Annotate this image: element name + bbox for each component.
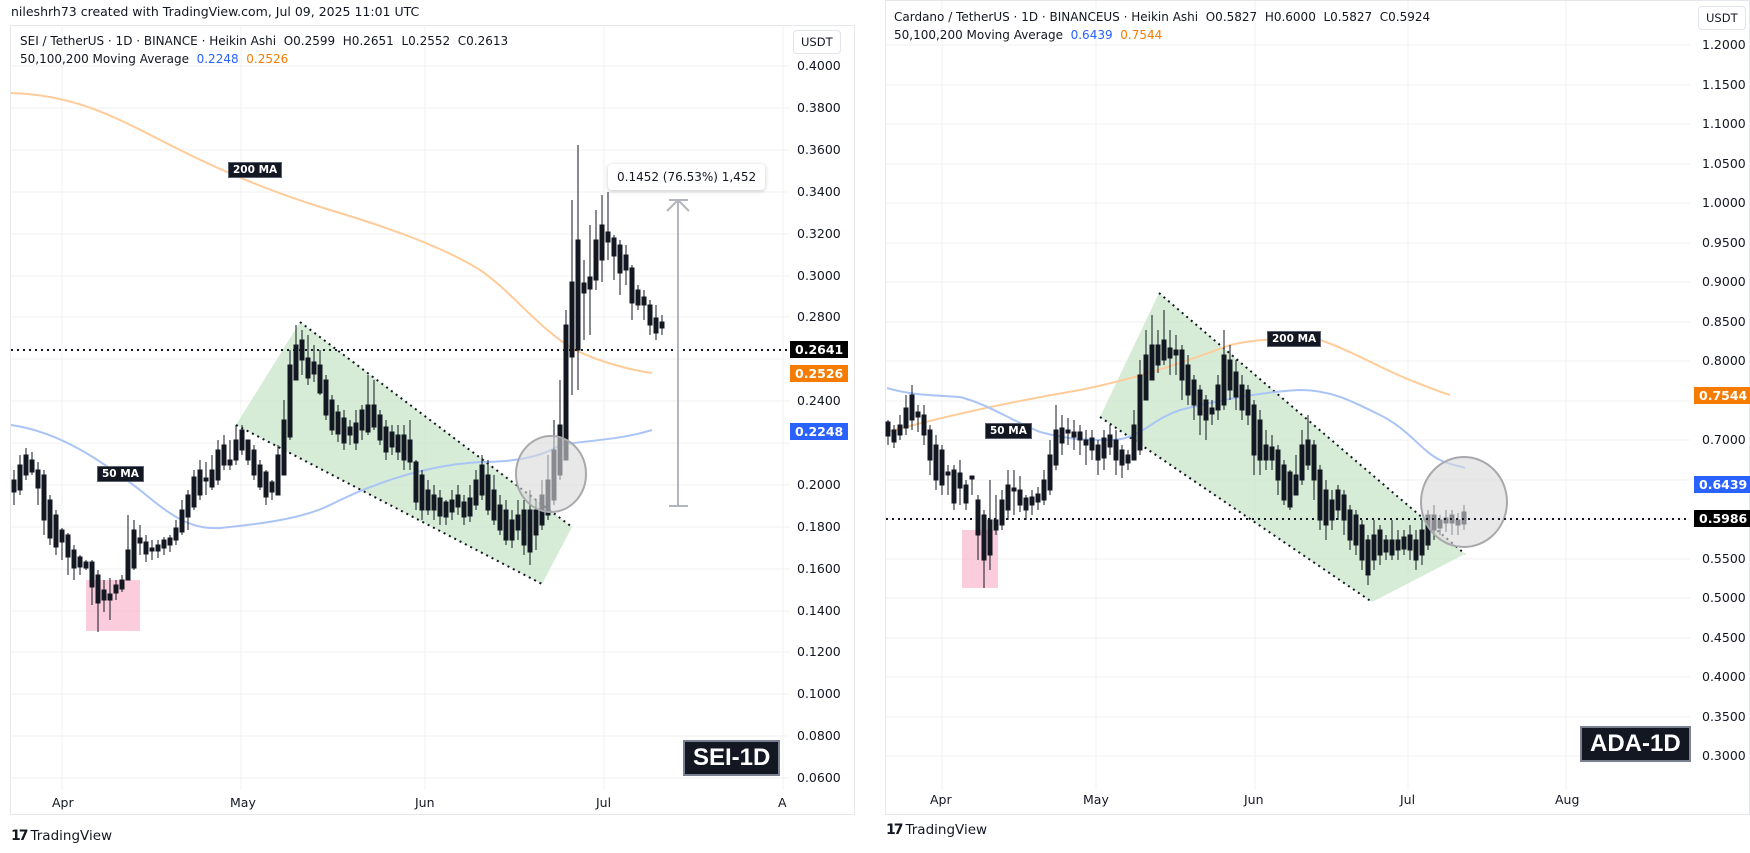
chart-credit: nileshrh73 created with TradingView.com,…: [11, 4, 420, 19]
ada-chart-panel[interactable]: [885, 0, 1750, 815]
axis-tick: 1.0500: [1702, 156, 1746, 171]
sei-ma-line: 50,100,200 Moving Average 0.2248 0.2526: [20, 50, 508, 68]
ada-low: L0.5827: [1323, 10, 1373, 24]
sei-currency-button[interactable]: USDT: [793, 30, 841, 54]
axis-tick: 0.1000: [797, 686, 841, 701]
axis-tick: 0.2400: [797, 393, 841, 408]
sei-chart-panel[interactable]: [10, 25, 855, 815]
sei-last-price-tag: 0.2641: [790, 341, 849, 358]
axis-tick: 1.0000: [1702, 195, 1746, 210]
tradingview-logo-left[interactable]: 17 TradingView: [11, 828, 112, 844]
axis-tick: 0.7000: [1702, 432, 1746, 447]
axis-tick: 1.2000: [1702, 37, 1746, 52]
ada-currency-button[interactable]: USDT: [1698, 6, 1746, 30]
axis-tick: 0.5500: [1702, 551, 1746, 566]
month-label: Apr: [52, 795, 74, 810]
month-label: May: [1083, 792, 1109, 807]
tradingview-mark-icon: 17: [886, 822, 904, 838]
axis-tick: 0.8500: [1702, 314, 1746, 329]
month-label: Jul: [596, 795, 612, 810]
month-label: Jul: [1400, 792, 1416, 807]
axis-tick: 1.1000: [1702, 116, 1746, 131]
month-label: Jun: [415, 795, 435, 810]
ada-close: C0.5924: [1379, 10, 1431, 24]
ada-legend: Cardano / TetherUS · 1D · BINANCEUS · He…: [894, 8, 1430, 44]
sei-low: L0.2552: [401, 34, 451, 48]
month-label: A: [778, 795, 787, 810]
ada-ma-line: 50,100,200 Moving Average 0.6439 0.7544: [894, 26, 1430, 44]
axis-tick: 0.4000: [1702, 669, 1746, 684]
axis-tick: 1.1500: [1702, 77, 1746, 92]
ada-open: O0.5827: [1205, 10, 1258, 24]
axis-tick: 0.3600: [797, 142, 841, 157]
axis-tick: 0.4500: [1702, 630, 1746, 645]
axis-tick: 0.9500: [1702, 235, 1746, 250]
sei-high: H0.2651: [342, 34, 394, 48]
sei-ma200-line: [10, 92, 653, 374]
axis-tick: 0.3500: [1702, 709, 1746, 724]
sei-measure-label: 0.1452 (76.53%) 1,452: [608, 164, 766, 190]
axis-tick: 0.2800: [797, 309, 841, 324]
axis-tick: 0.5000: [1702, 590, 1746, 605]
ada-high: H0.6000: [1264, 10, 1316, 24]
sei-open: O0.2599: [283, 34, 336, 48]
ada-ma200-line: [886, 337, 1451, 433]
sei-ma50-price-tag: 0.2248: [790, 423, 849, 440]
tradingview-mark-icon: 17: [11, 828, 29, 844]
tradingview-wordmark: TradingView: [30, 828, 113, 844]
sei-legend: SEI / TetherUS · 1D · BINANCE · Heikin A…: [20, 32, 508, 68]
axis-tick: 0.8000: [1702, 353, 1746, 368]
axis-tick: 0.3000: [797, 268, 841, 283]
axis-tick: 0.1600: [797, 561, 841, 576]
ada-symbol-line: Cardano / TetherUS · 1D · BINANCEUS · He…: [894, 8, 1430, 26]
sei-ma-indicator-label[interactable]: 50,100,200 Moving Average: [20, 52, 189, 66]
axis-tick: 0.1200: [797, 644, 841, 659]
tradingview-logo-right[interactable]: 17 TradingView: [886, 822, 987, 838]
sei-symbol-info: SEI / TetherUS · 1D · BINANCE · Heikin A…: [20, 34, 277, 48]
sei-breakout-circle: [515, 435, 587, 513]
axis-tick: 0.3400: [797, 184, 841, 199]
axis-tick: 0.3000: [1702, 748, 1746, 763]
ada-last-price-tag: 0.5986: [1694, 510, 1750, 527]
axis-tick: 0.1800: [797, 519, 841, 534]
ada-bottom-zone: [962, 530, 998, 588]
ada-symbol-badge: ADA-1D: [1580, 726, 1691, 762]
ada-breakout-circle: [1420, 456, 1508, 548]
ada-ma200-price-tag: 0.7544: [1694, 387, 1750, 404]
ada-ma50-value: 0.6439: [1070, 28, 1113, 42]
ada-ma50-line: [886, 387, 1466, 469]
axis-tick: 0.4000: [797, 58, 841, 73]
month-label: Aug: [1555, 792, 1580, 807]
ada-candles: [885, 310, 1467, 588]
ada-200ma-label: 200 MA: [1267, 331, 1322, 347]
sei-symbol-badge: SEI-1D: [683, 740, 781, 776]
sei-50ma-label: 50 MA: [97, 466, 144, 482]
axis-tick: 0.0800: [797, 728, 841, 743]
sei-ma200-price-tag: 0.2526: [790, 365, 849, 382]
ada-symbol-info: Cardano / TetherUS · 1D · BINANCEUS · He…: [894, 10, 1199, 24]
month-label: Apr: [930, 792, 952, 807]
ada-ma50-price-tag: 0.6439: [1694, 476, 1750, 493]
ada-ma200-value: 0.7544: [1120, 28, 1163, 42]
tradingview-wordmark: TradingView: [905, 822, 988, 838]
axis-tick: 0.0600: [797, 770, 841, 785]
axis-tick: 0.3800: [797, 100, 841, 115]
sei-ma50-value: 0.2248: [196, 52, 239, 66]
axis-tick: 0.9000: [1702, 274, 1746, 289]
axis-tick: 0.2000: [797, 477, 841, 492]
axis-tick: 0.1400: [797, 603, 841, 618]
sei-ma200-value: 0.2526: [246, 52, 289, 66]
ada-50ma-label: 50 MA: [985, 423, 1032, 439]
axis-tick: 0.3200: [797, 226, 841, 241]
month-label: Jun: [1244, 792, 1264, 807]
sei-bottom-zone: [86, 580, 140, 631]
sei-200ma-label: 200 MA: [228, 162, 283, 178]
ada-ma-indicator-label[interactable]: 50,100,200 Moving Average: [894, 28, 1063, 42]
month-label: May: [230, 795, 256, 810]
sei-close: C0.2613: [457, 34, 509, 48]
sei-symbol-line: SEI / TetherUS · 1D · BINANCE · Heikin A…: [20, 32, 508, 50]
